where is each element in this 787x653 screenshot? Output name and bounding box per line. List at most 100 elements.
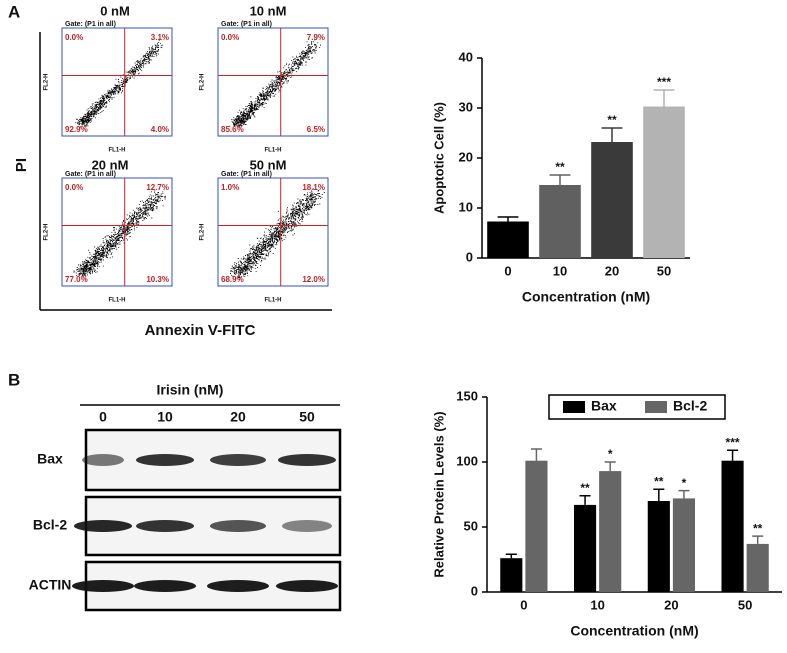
y-tick-label: 150: [456, 388, 478, 403]
plot-title: 10 nM: [250, 3, 287, 18]
row-label: ACTIN: [29, 577, 72, 593]
x-tick-label: 10: [553, 263, 567, 278]
x-tick-label: 0: [504, 263, 511, 278]
quadrant-label: 0.0%: [65, 33, 83, 42]
legend-swatch: [563, 401, 585, 413]
band: [136, 520, 194, 532]
quadrant-label: 77.0%: [65, 275, 88, 284]
bar: [591, 142, 633, 258]
scatter-cloud: [229, 39, 321, 128]
quadrant-label: 0.0%: [221, 33, 239, 42]
y-axis-label: Relative Protein Levels (%): [431, 411, 446, 577]
significance: ***: [657, 75, 671, 89]
quadrant-label: 0.0%: [65, 183, 83, 192]
quadrant-label: 68.9%: [221, 275, 244, 284]
fl-y-label: FL2-H: [44, 224, 50, 241]
plot-frame: [61, 177, 173, 287]
significance: **: [654, 474, 664, 488]
flow-x-label: Annexin V-FITC: [145, 322, 256, 339]
gate-label: Gate: (P1 in all): [221, 21, 272, 28]
plot-frame: [217, 27, 329, 137]
quadrant-label: 1.0%: [221, 183, 239, 192]
y-tick-label: 0: [466, 249, 473, 264]
error-bar: [752, 535, 764, 544]
significance: **: [555, 160, 565, 174]
error-bar: [601, 127, 623, 142]
significance: **: [580, 481, 590, 495]
lane-label: 20: [230, 409, 246, 425]
quadrant-label: 10.3%: [146, 275, 169, 284]
fl-x-label: FL1-H: [109, 298, 126, 304]
band: [136, 454, 194, 466]
bar: [647, 501, 670, 592]
error-bar: [497, 216, 519, 222]
gate-label: Gate: (P1 in all): [65, 171, 116, 178]
scatter-cloud: [75, 39, 164, 129]
significance: **: [607, 113, 617, 127]
error-bar: [727, 449, 739, 461]
y-tick-label: 100: [456, 453, 478, 468]
bar: [599, 471, 622, 592]
x-tick-label: 50: [738, 597, 752, 612]
bar: [487, 221, 529, 258]
quadrant-label: 85.6%: [221, 125, 244, 134]
gate-label: Gate: (P1 in all): [221, 171, 272, 178]
quadrant-label: 6.5%: [307, 125, 325, 134]
bar: [672, 498, 695, 592]
error-bar: [653, 89, 675, 107]
significance: **: [753, 521, 763, 535]
y-tick-label: 30: [459, 99, 473, 114]
band: [210, 454, 266, 466]
flow-y-label: PI: [13, 158, 30, 172]
error-bar: [653, 488, 665, 501]
panel-label: B: [8, 370, 20, 389]
band: [74, 520, 132, 532]
scatter-cloud: [229, 188, 325, 280]
blot: 0 10 20 50 Bax Bcl-2 ACTIN: [29, 409, 342, 612]
band: [82, 454, 124, 466]
quadrant-label: 92.9%: [65, 125, 88, 134]
fl-x-label: FL1-H: [109, 148, 126, 154]
error-bar: [530, 448, 542, 461]
x-tick-label: 10: [590, 597, 604, 612]
significance: *: [682, 476, 687, 490]
band: [276, 580, 338, 592]
legend-label: Bax: [591, 398, 617, 414]
significance: *: [608, 447, 613, 461]
plot-frame: [217, 177, 329, 287]
band: [282, 520, 332, 532]
fl-x-label: FL1-H: [265, 298, 282, 304]
y-tick-label: 20: [459, 149, 473, 164]
bar: [500, 558, 523, 592]
x-tick-label: 0: [520, 597, 527, 612]
legend-swatch: [645, 401, 667, 413]
plot-title: 50 nM: [250, 157, 287, 172]
bar: [721, 460, 744, 592]
bar: [525, 460, 548, 592]
lane-label: 10: [157, 409, 173, 425]
blot-header: Irisin (nM): [157, 382, 224, 398]
band: [210, 520, 266, 532]
band: [207, 580, 269, 592]
quadrant-label: 4.0%: [151, 125, 169, 134]
quadrant-label: 7.9%: [307, 33, 325, 42]
quadrant-label: 18.1%: [302, 183, 325, 192]
fl-y-label: FL2-H: [200, 224, 206, 241]
y-tick-label: 50: [464, 518, 478, 533]
x-axis-label: Concentration (nM): [570, 623, 698, 639]
band: [134, 580, 196, 592]
plot-frame: [61, 27, 173, 137]
scatter-cloud: [73, 190, 166, 280]
fl-y-label: FL2-H: [200, 74, 206, 91]
lane-label: 0: [99, 409, 107, 425]
gate-label: Gate: (P1 in all): [65, 21, 116, 28]
charts: 0 10 20 30 40 Apoptotic Cell (%) Concentration…: [431, 49, 782, 639]
error-bar: [549, 174, 571, 185]
band: [72, 580, 134, 592]
error-bar: [579, 495, 591, 505]
bar: [746, 543, 769, 592]
x-tick-label: 50: [657, 263, 671, 278]
fl-y-label: FL2-H: [44, 74, 50, 91]
y-tick-label: 10: [459, 199, 473, 214]
